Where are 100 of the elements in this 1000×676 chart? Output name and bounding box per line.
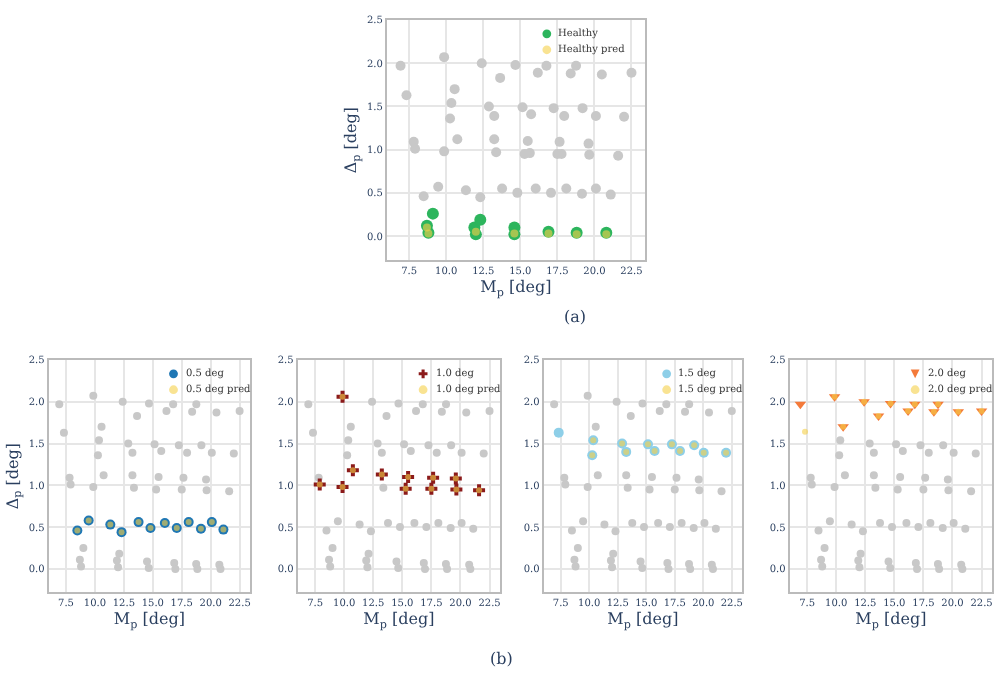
point [924, 448, 933, 457]
point [855, 563, 864, 572]
point [913, 564, 922, 573]
point [445, 113, 456, 124]
point [971, 449, 980, 458]
point [567, 526, 576, 535]
point [896, 472, 905, 481]
point [382, 411, 391, 420]
point [943, 475, 952, 484]
point [583, 138, 594, 149]
point [820, 544, 829, 553]
point [229, 449, 238, 458]
point [898, 447, 907, 456]
point [623, 483, 632, 492]
x-axis-title: M$_{p}$ [deg] [480, 278, 552, 300]
point [192, 400, 201, 409]
point [169, 400, 178, 409]
point [439, 52, 450, 63]
point [344, 436, 353, 445]
point [619, 111, 630, 122]
point [914, 523, 923, 532]
point [892, 440, 901, 449]
point [967, 487, 976, 496]
point [202, 475, 211, 484]
point [457, 518, 466, 527]
point [830, 482, 839, 491]
point [700, 518, 709, 527]
point [384, 518, 392, 527]
point [807, 480, 816, 489]
point [489, 110, 500, 121]
point [583, 391, 592, 400]
point [949, 518, 958, 527]
point [439, 146, 450, 157]
point [818, 562, 827, 571]
point [55, 400, 64, 409]
point [483, 101, 494, 112]
point [406, 447, 415, 456]
point [856, 549, 865, 558]
point [93, 451, 102, 460]
point [612, 397, 621, 406]
point [410, 518, 419, 527]
point [442, 400, 451, 409]
point [662, 400, 671, 409]
point [322, 526, 331, 535]
point [717, 487, 726, 496]
point [858, 527, 867, 536]
point [638, 399, 647, 408]
point [854, 556, 863, 565]
point [664, 564, 673, 573]
point [919, 485, 928, 494]
point [579, 517, 588, 526]
point [144, 564, 153, 573]
point [346, 422, 355, 431]
point [530, 183, 541, 194]
point [491, 147, 502, 158]
point [817, 555, 826, 564]
point [479, 449, 488, 458]
point [825, 517, 834, 526]
point [639, 523, 648, 532]
point [77, 562, 86, 571]
point [871, 483, 880, 492]
point [626, 411, 635, 420]
point [876, 518, 885, 527]
point [433, 181, 444, 192]
point [814, 526, 823, 535]
point [65, 473, 74, 482]
point [66, 480, 75, 489]
point [394, 399, 403, 408]
point [655, 406, 664, 415]
point [174, 441, 183, 450]
point [704, 408, 713, 417]
point [394, 564, 403, 573]
point [437, 407, 446, 416]
point [570, 555, 579, 564]
point [128, 448, 137, 457]
point [207, 448, 216, 457]
point [497, 183, 508, 194]
point [672, 473, 681, 482]
point [395, 60, 406, 71]
point [379, 483, 388, 492]
point [926, 518, 935, 527]
point [711, 524, 720, 533]
point [97, 422, 106, 431]
point [611, 527, 620, 536]
point [144, 399, 153, 408]
point [695, 486, 704, 495]
point [343, 451, 352, 460]
point [469, 524, 478, 533]
point [362, 556, 371, 565]
point [591, 422, 600, 431]
point [600, 520, 609, 529]
point [412, 406, 421, 415]
point [326, 562, 335, 571]
point [443, 564, 452, 573]
point [124, 439, 133, 448]
point [949, 448, 958, 457]
point [418, 400, 427, 409]
point [622, 471, 631, 480]
x-axis-title: M$_{p}$ [deg] [113, 610, 185, 632]
point [309, 428, 317, 437]
